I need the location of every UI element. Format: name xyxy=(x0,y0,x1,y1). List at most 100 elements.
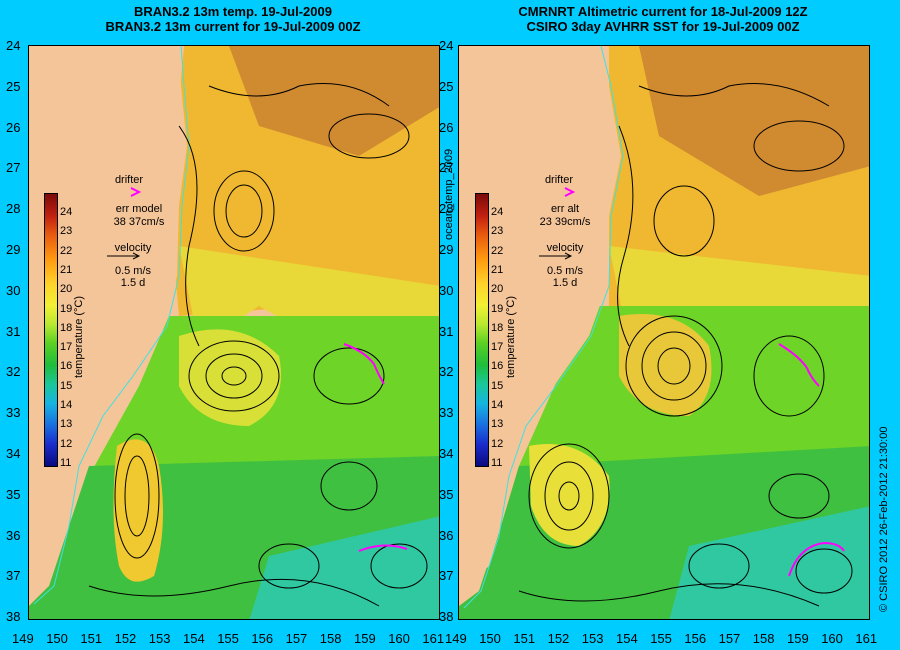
left-velocity-scale: 0.5 m/s xyxy=(114,265,152,277)
lat-tick-label: 28 xyxy=(439,201,454,217)
lon-tick-label: 161 xyxy=(855,631,878,646)
drifter-legend-icon xyxy=(130,187,142,197)
right-colorbar xyxy=(475,193,489,467)
colorbar-tick-label: 21 xyxy=(491,263,504,276)
lon-tick-label: 154 xyxy=(616,631,638,646)
colorbar-tick-label: 12 xyxy=(491,437,504,450)
colorbar-tick-label: 20 xyxy=(491,283,504,296)
right-velocity-scale: 0.5 m/s xyxy=(546,265,584,277)
lon-tick-label: 159 xyxy=(354,631,376,646)
lat-tick-label: 29 xyxy=(6,242,21,257)
lat-tick-label: 25 xyxy=(439,78,454,94)
left-colorbar-unit: temperature (°C) xyxy=(73,295,85,378)
colorbar-tick-label: 18 xyxy=(60,321,73,334)
eddy-yellow-mid xyxy=(619,314,712,416)
drifter-legend-icon xyxy=(564,187,576,197)
colorbar-tick-label: 24 xyxy=(491,206,504,218)
lat-tick-label: 32 xyxy=(6,364,21,380)
colorbar-tick-label: 17 xyxy=(60,341,73,354)
lat-tick-label: 24 xyxy=(439,38,454,53)
lat-tick-label: 37 xyxy=(439,568,454,584)
colorbar-tick-label: 23 xyxy=(60,225,73,238)
lat-tick-label: 35 xyxy=(439,486,454,502)
colorbar-tick-label: 15 xyxy=(491,379,504,392)
lon-tick-label: 157 xyxy=(285,631,308,646)
right-velocity-label: velocity xyxy=(546,242,584,254)
ocean-temp-label: ocean_temp_2009 xyxy=(443,148,455,240)
coast-line xyxy=(463,46,624,609)
land-australia xyxy=(459,46,621,606)
colorbar-tick-label: 14 xyxy=(491,399,504,411)
lat-tick-label: 29 xyxy=(439,242,454,257)
left-panel-title: BRAN3.2 13m temp. 19-Jul-2009 BRAN3.2 13… xyxy=(28,4,438,34)
right-map-panel: drifter err alt 23 39cm/s velocity 0.5 m… xyxy=(458,45,870,620)
right-colorbar-unit: temperature (°C) xyxy=(505,295,517,378)
lat-tick-label: 27 xyxy=(6,160,21,176)
colorbar-tick-label: 16 xyxy=(60,360,73,373)
colorbar-tick-label: 18 xyxy=(491,321,504,334)
right-err-value: 23 39cm/s xyxy=(539,216,591,228)
drifter-track-2 xyxy=(358,544,408,552)
lon-tick-label: 160 xyxy=(821,631,843,646)
ocean-north-hot xyxy=(639,46,869,196)
lon-tick-label: 161 xyxy=(422,631,445,646)
drifter-track-1 xyxy=(343,343,385,385)
left-title-line1: BRAN3.2 13m temp. 19-Jul-2009 xyxy=(134,4,332,19)
colorbar-tick-label: 19 xyxy=(491,302,504,315)
lon-tick-label: 149 xyxy=(445,631,467,646)
left-colorbar xyxy=(44,193,58,467)
right-map-svg xyxy=(459,46,869,619)
colorbar-tick-label: 11 xyxy=(491,456,503,469)
eddy-yellow-mid xyxy=(179,329,281,426)
lon-tick-label: 154 xyxy=(183,631,205,646)
colorbar-tick-label: 14 xyxy=(60,399,73,411)
lat-tick-label: 28 xyxy=(6,201,21,217)
left-err-value: 38 37cm/s xyxy=(113,216,165,228)
land-australia xyxy=(29,46,187,601)
lat-tick-label: 34 xyxy=(6,446,21,461)
lon-tick-label: 158 xyxy=(319,631,342,646)
eddy-yellow-south xyxy=(529,444,610,546)
right-title-line2: CSIRO 3day AVHRR SST for 19-Jul-2009 00Z xyxy=(526,19,800,34)
lat-tick-label: 33 xyxy=(6,405,21,421)
colorbar-tick-label: 22 xyxy=(491,244,504,257)
colorbar-tick-label: 16 xyxy=(491,360,504,373)
lon-tick-label: 149 xyxy=(12,631,34,646)
lat-tick-label: 35 xyxy=(6,486,21,502)
left-velocity-label: velocity xyxy=(114,242,152,254)
lon-tick-label: 150 xyxy=(46,631,68,646)
lon-tick-label: 151 xyxy=(80,631,103,646)
lat-tick-label: 31 xyxy=(439,323,454,339)
lon-tick-label: 153 xyxy=(581,631,604,646)
current-streamlines xyxy=(88,83,428,607)
ocean-teal-south xyxy=(249,516,439,619)
lon-tick-label: 159 xyxy=(787,631,809,646)
current-streamlines xyxy=(518,83,853,607)
lat-tick-label: 33 xyxy=(439,405,454,421)
lat-tick-label: 25 xyxy=(6,78,21,94)
lat-tick-label: 36 xyxy=(6,527,21,543)
lat-tick-label: 31 xyxy=(6,323,21,339)
eddy-yellow-south xyxy=(113,439,163,582)
lat-tick-label: 26 xyxy=(439,119,454,135)
colorbar-tick-label: 20 xyxy=(60,283,73,296)
lat-tick-label: 38 xyxy=(6,609,21,625)
lat-tick-label: 34 xyxy=(439,446,454,461)
lat-tick-label: 30 xyxy=(439,282,454,298)
colorbar-tick-label: 13 xyxy=(491,418,504,431)
lon-tick-label: 152 xyxy=(114,631,137,646)
lon-tick-label: 155 xyxy=(650,631,672,646)
right-panel-title: CMRNRT Altimetric current for 18-Jul-200… xyxy=(458,4,868,34)
colorbar-tick-label: 23 xyxy=(491,225,504,238)
right-err-label: err alt xyxy=(550,203,580,215)
colorbar-tick-label: 11 xyxy=(60,456,72,469)
colorbar-tick-label: 22 xyxy=(60,244,73,257)
colorbar-tick-label: 17 xyxy=(491,341,504,354)
drifter-track-1 xyxy=(778,343,820,387)
lat-tick-label: 30 xyxy=(6,282,21,298)
credit-label: © CSIRO 2012 26-Feb-2012 21:30:00 xyxy=(878,426,890,612)
colorbar-tick-label: 19 xyxy=(60,302,73,315)
colorbar-tick-label: 15 xyxy=(60,379,73,392)
left-velocity-time: 1.5 d xyxy=(120,277,146,289)
left-title-line2: BRAN3.2 13m current for 19-Jul-2009 00Z xyxy=(105,19,361,34)
